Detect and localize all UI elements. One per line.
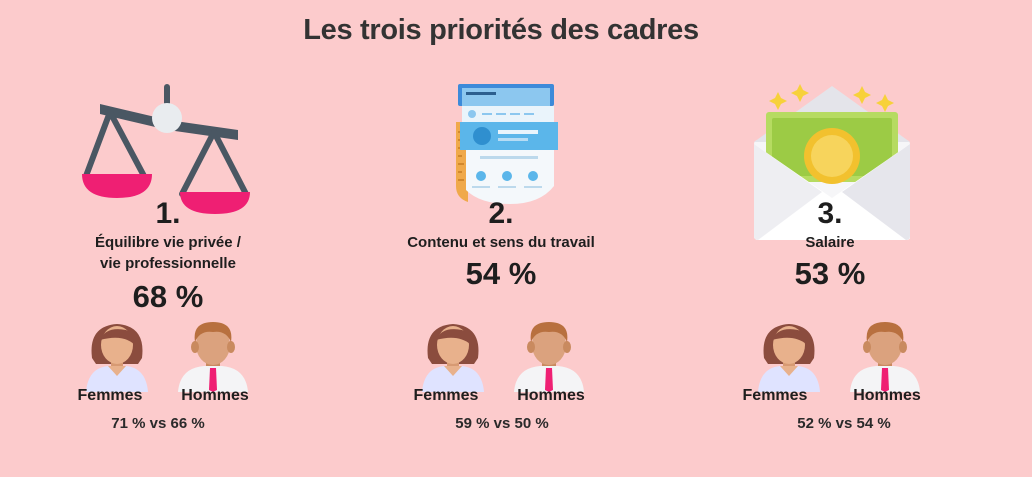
priority-card-1: 1. Équilibre vie privée / vie profession… — [0, 0, 336, 477]
men-label: Hommes — [853, 387, 921, 404]
priority-label: Salaire — [805, 234, 855, 251]
page-title: Les trois priorités des cadres — [303, 14, 699, 46]
rank-number: 1. — [155, 197, 181, 230]
women-label: Femmes — [413, 387, 479, 404]
women-label: Femmes — [77, 387, 143, 404]
priority-card-3: 3. Salaire 53 % Femmes Hommes 52 % vs 54… — [672, 0, 1008, 477]
priority-label: Contenu et sens du travail — [407, 234, 595, 251]
woman-avatar-icon — [86, 324, 148, 392]
priority-label-line1: Équilibre vie privée / — [95, 234, 241, 251]
balance-scale-icon — [82, 84, 250, 214]
man-avatar-icon — [850, 322, 920, 392]
money-envelope-icon — [754, 84, 910, 240]
priority-label-line2: vie professionnelle — [100, 255, 236, 272]
priority-percent: 54 % — [465, 256, 537, 291]
men-label: Hommes — [181, 387, 249, 404]
documents-icon — [456, 84, 558, 204]
rank-number: 2. — [488, 197, 514, 230]
man-avatar-icon — [514, 322, 584, 392]
priority-card-2: 2. Contenu et sens du travail 54 % Femme… — [336, 0, 672, 477]
men-label: Hommes — [517, 387, 585, 404]
priority-percent: 68 % — [132, 279, 204, 314]
priority-label: Équilibre vie privée / vie professionnel… — [0, 232, 336, 274]
women-label: Femmes — [742, 387, 808, 404]
rank-number: 3. — [817, 197, 843, 230]
woman-avatar-icon — [758, 324, 820, 392]
gender-comparison: 52 % vs 54 % — [797, 415, 891, 432]
priority-percent: 53 % — [794, 256, 866, 291]
gender-comparison: 59 % vs 50 % — [455, 415, 549, 432]
woman-avatar-icon — [422, 324, 484, 392]
gender-comparison: 71 % vs 66 % — [111, 415, 205, 432]
man-avatar-icon — [178, 322, 248, 392]
